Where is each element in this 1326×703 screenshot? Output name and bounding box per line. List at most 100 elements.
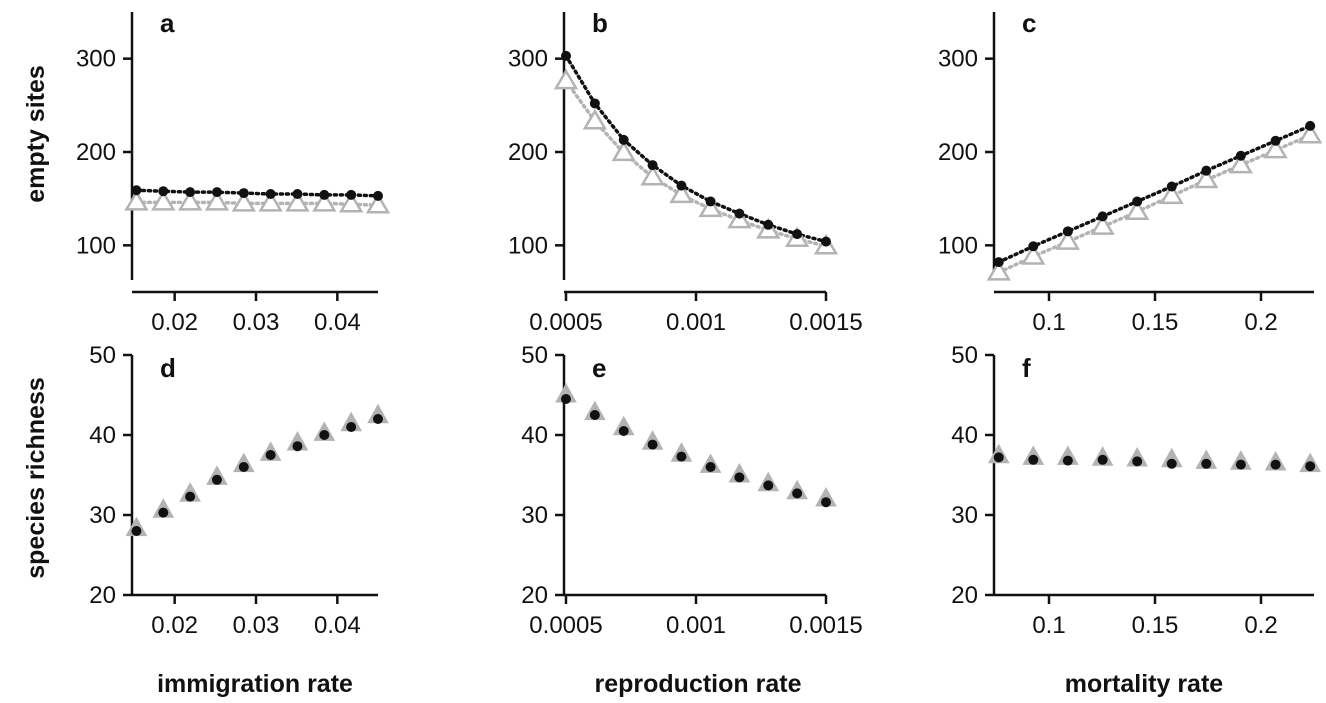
circle-point xyxy=(676,180,687,191)
column-title-immigration-rate: immigration rate xyxy=(157,670,353,698)
panel-b: 100 200 300 0.0005 0.001 0.0015 b xyxy=(508,8,863,336)
circle-point xyxy=(158,186,169,197)
triangle-point xyxy=(151,189,176,211)
circle-point xyxy=(1097,211,1108,222)
circle-point xyxy=(1097,454,1108,465)
circle-point xyxy=(265,450,276,460)
triangle-point xyxy=(1297,122,1323,144)
circle-point xyxy=(185,491,196,502)
black-dotted-line xyxy=(997,124,1312,264)
circle-point xyxy=(319,189,330,200)
triangle-point xyxy=(1021,244,1046,265)
x-tick-label: 0.2 xyxy=(1244,612,1277,639)
triangle-point xyxy=(177,189,203,211)
x-tick-label: 0.1 xyxy=(1032,612,1065,639)
circle-point xyxy=(1270,135,1281,146)
y-tick-label: 300 xyxy=(938,46,978,73)
circle-point xyxy=(647,439,658,450)
circle-point xyxy=(1166,181,1177,192)
triangle-point xyxy=(258,190,283,212)
circle-point xyxy=(1201,458,1212,469)
gray-dotted-line xyxy=(564,79,828,249)
x-tick-label: 0.04 xyxy=(314,309,361,336)
circle-point xyxy=(131,185,142,196)
y-tick-label: 50 xyxy=(89,342,116,369)
circle-point xyxy=(346,189,357,200)
y-tick-label: 40 xyxy=(521,422,548,449)
panel-a: 100 200 300 0.02 0.03 0.04 a xyxy=(76,8,391,336)
circle-point xyxy=(561,50,571,61)
triangle-point xyxy=(1125,199,1150,220)
y-tick-label: 100 xyxy=(508,232,548,259)
circle-point xyxy=(763,480,774,491)
circle-point xyxy=(158,507,169,518)
triangle-point xyxy=(611,140,636,162)
panel-d: 20 30 40 50 0.02 0.03 0.04 d xyxy=(89,342,389,639)
circle-point xyxy=(589,410,600,420)
x-tick-label: 0.0015 xyxy=(789,309,862,336)
y-tick-label: 20 xyxy=(521,582,548,609)
circle-point xyxy=(993,257,1004,268)
y-tick-label: 50 xyxy=(521,342,548,369)
circle-point xyxy=(1305,461,1316,472)
circle-point xyxy=(734,208,745,219)
y-tick-label: 100 xyxy=(938,232,978,259)
triangle-point xyxy=(204,189,230,211)
y-tick-label: 50 xyxy=(951,342,978,369)
x-tick-label: 0.04 xyxy=(314,612,361,639)
y-tick-label: 20 xyxy=(951,582,978,609)
circle-point xyxy=(1062,226,1073,237)
triangle-point xyxy=(1228,152,1254,174)
panel-letter: b xyxy=(592,8,608,38)
circle-point xyxy=(1166,458,1177,469)
y-tick-label: 40 xyxy=(951,422,978,449)
x-tick-label: 0.1 xyxy=(1032,309,1065,336)
triangle-point xyxy=(231,190,256,212)
x-tick-label: 0.0005 xyxy=(529,612,602,639)
y-tick-label: 200 xyxy=(76,139,116,166)
triangle-point xyxy=(285,190,310,212)
circle-point xyxy=(238,188,249,199)
y-tick-label: 200 xyxy=(938,139,978,166)
x-tick-label: 0.0015 xyxy=(789,612,862,639)
triangle-point xyxy=(698,196,723,218)
panels-layer: 100 200 300 0.02 0.03 0.04 a 100 200 300 0.0005 0.0… xyxy=(76,8,1323,639)
triangle-point xyxy=(1194,167,1219,189)
panel-letter: f xyxy=(1022,353,1031,383)
x-tick-label: 0.15 xyxy=(1132,309,1179,336)
circle-point xyxy=(705,196,716,207)
x-tick-label: 0.03 xyxy=(233,309,280,336)
triangle-point xyxy=(1159,183,1184,205)
circle-point xyxy=(1132,456,1143,467)
triangle-point xyxy=(338,191,364,213)
y-tick-label: 300 xyxy=(76,46,116,73)
circle-point xyxy=(676,451,687,462)
circle-point xyxy=(618,426,629,436)
circle-point xyxy=(346,422,357,432)
circle-point xyxy=(1028,454,1039,465)
row-title-empty-sites: empty sites xyxy=(22,65,50,203)
panel-letter: e xyxy=(592,353,606,383)
circle-point xyxy=(1270,459,1281,470)
column-title-mortality-rate: mortality rate xyxy=(1065,670,1223,698)
circle-point xyxy=(792,488,803,499)
column-title-reproduction-rate: reproduction rate xyxy=(595,670,802,698)
x-tick-label: 0.15 xyxy=(1132,612,1179,639)
triangle-point xyxy=(582,108,608,130)
x-tick-label: 0.2 xyxy=(1244,309,1277,336)
circle-point xyxy=(238,462,249,472)
triangle-point xyxy=(124,189,149,211)
triangle-point xyxy=(669,182,694,204)
circle-point xyxy=(993,452,1004,463)
circle-point xyxy=(561,394,571,404)
x-tick-label: 0.0005 xyxy=(529,309,602,336)
circle-point xyxy=(589,98,600,109)
gray-dotted-line xyxy=(134,200,380,207)
circle-point xyxy=(265,189,276,199)
x-tick-label: 0.03 xyxy=(233,612,280,639)
circle-point xyxy=(792,229,803,240)
panel-f: 20 30 40 50 0.1 0.15 0.2 f xyxy=(951,342,1322,639)
circle-point xyxy=(618,134,629,145)
y-tick-label: 20 xyxy=(89,582,116,609)
